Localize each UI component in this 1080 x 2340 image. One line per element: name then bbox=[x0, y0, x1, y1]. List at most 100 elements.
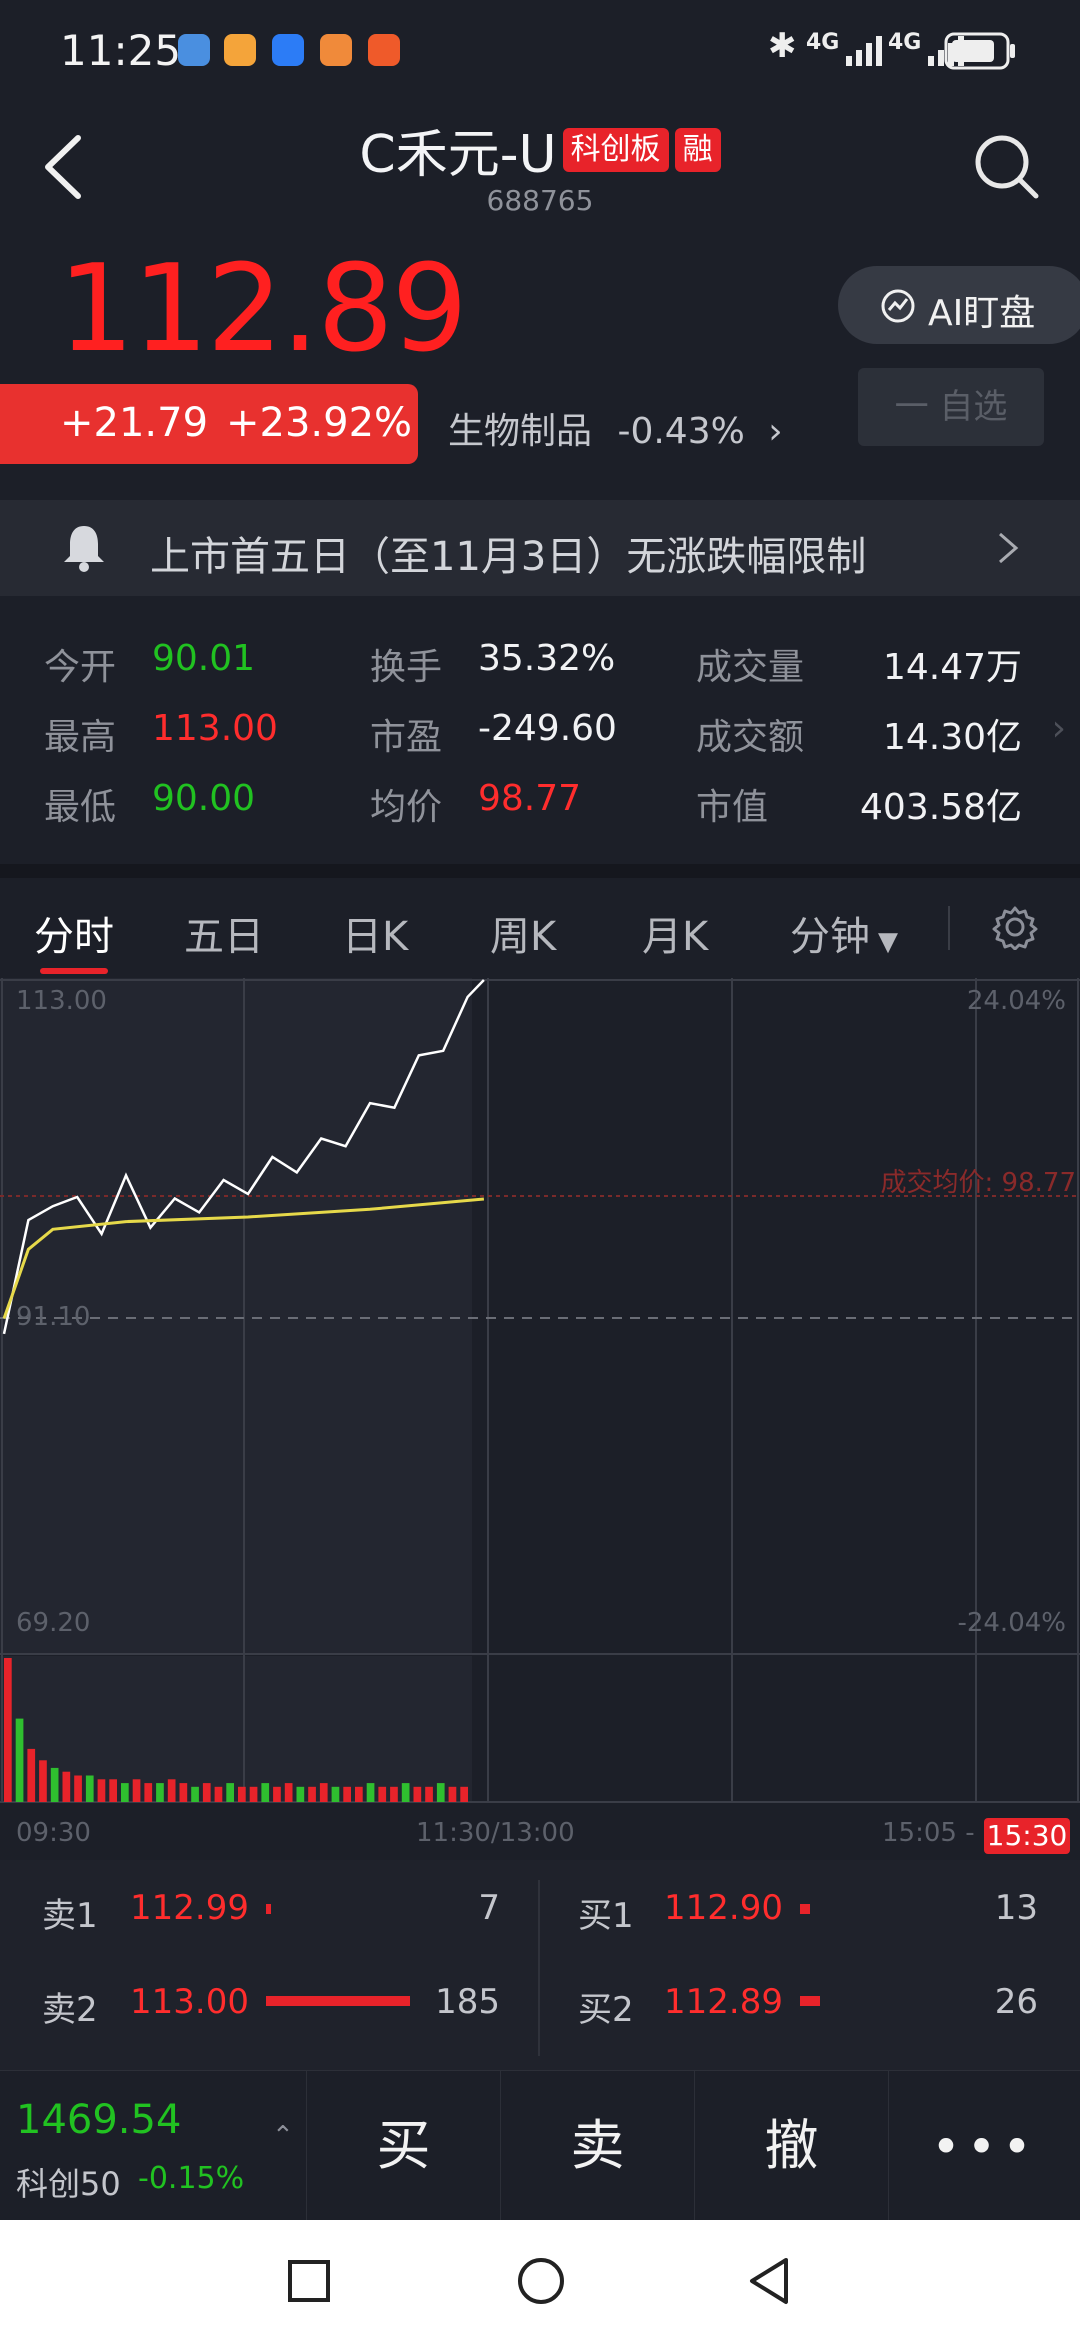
tab-five-day[interactable]: 五日 bbox=[184, 914, 264, 960]
more-icon: ••• bbox=[931, 2118, 1038, 2176]
action-bar: 1469.54 科创50 -0.15% ⌃ 买 卖 撤 ••• bbox=[0, 2070, 1080, 2221]
stat-label: 市值 bbox=[696, 787, 769, 828]
cancel-order-button[interactable]: 撤 bbox=[694, 2071, 888, 2221]
stat-label: 今开 bbox=[44, 647, 117, 688]
sell2-qty: 185 bbox=[435, 1982, 500, 2022]
gear-icon[interactable] bbox=[992, 904, 1038, 950]
avg-price-label: 成交均价: 98.77 bbox=[880, 1168, 1076, 1198]
volume-bar bbox=[226, 1783, 234, 1802]
chart-canvas bbox=[0, 978, 1080, 1858]
system-nav-bar bbox=[0, 2220, 1080, 2340]
volume-bar bbox=[249, 1786, 258, 1802]
index-ticker[interactable]: 1469.54 科创50 -0.15% ⌃ bbox=[0, 2071, 306, 2221]
volume-bar bbox=[460, 1786, 468, 1802]
chevron-up-icon: ⌃ bbox=[272, 2121, 294, 2151]
index-value: 1469.54 bbox=[16, 2097, 182, 2143]
buy2-qty: 26 bbox=[994, 1982, 1038, 2022]
stat-value: 90.00 bbox=[152, 778, 256, 819]
volume-bar bbox=[331, 1786, 340, 1802]
sector-link[interactable]: 生物制品 -0.43% › bbox=[448, 402, 783, 454]
volume-bar bbox=[144, 1783, 153, 1802]
volume-bar bbox=[261, 1783, 270, 1802]
back-arrow-icon[interactable] bbox=[38, 132, 98, 202]
elapsed-volume-region bbox=[0, 1656, 472, 1802]
stat-value: 14.30亿 bbox=[882, 717, 1022, 758]
stat-value: 403.58亿 bbox=[860, 787, 1022, 828]
volume-bar bbox=[401, 1783, 410, 1802]
volume-bar bbox=[355, 1786, 363, 1802]
price-line bbox=[2, 979, 485, 1335]
volume-bar bbox=[121, 1783, 129, 1802]
home-icon[interactable] bbox=[516, 2256, 566, 2306]
volume-bar bbox=[15, 1718, 24, 1802]
change-bar: +21.79 +23.92% bbox=[0, 384, 418, 464]
sell1-price: 112.99 bbox=[130, 1888, 249, 1928]
y-axis-top: 113.00 bbox=[16, 986, 107, 1016]
stat-label: 市盈 bbox=[370, 717, 443, 758]
margin-tag: 融 bbox=[674, 127, 721, 172]
stat-label: 最高 bbox=[44, 717, 117, 758]
tab-monthly-k[interactable]: 月K bbox=[642, 914, 709, 960]
chevron-right-icon: › bbox=[1051, 708, 1066, 749]
stat-label: 均价 bbox=[370, 787, 443, 828]
time-end: 15:05 - bbox=[882, 1818, 975, 1848]
price-lines bbox=[2, 979, 485, 1335]
stats-grid[interactable]: 今开 90.01 换手 35.32% 成交量 14.47万 最高 113.00 … bbox=[0, 620, 1080, 860]
back-nav-icon[interactable] bbox=[746, 2256, 792, 2306]
chevron-right-icon bbox=[999, 532, 1019, 564]
recent-apps-icon[interactable] bbox=[286, 2258, 332, 2304]
intraday-chart[interactable]: 113.00 91.10 69.20 24.04% -24.04% 成交均价: … bbox=[0, 978, 1080, 1858]
search-icon[interactable] bbox=[972, 132, 1040, 200]
signal-bars-icon-1 bbox=[846, 36, 882, 66]
y-axis-mid: 91.10 bbox=[16, 1302, 91, 1332]
tab-daily-k[interactable]: 日K bbox=[342, 914, 409, 960]
stat-label: 换手 bbox=[370, 647, 443, 688]
volume-bar bbox=[238, 1786, 246, 1802]
stock-title: C禾元-U 科创板融 bbox=[0, 112, 1080, 187]
chevron-right-icon: › bbox=[768, 411, 783, 452]
board-tag: 科创板 bbox=[562, 127, 669, 172]
stat-label: 最低 bbox=[44, 787, 117, 828]
order-book[interactable]: 卖1 112.99 7 卖2 113.00 185 买1 112.90 13 买… bbox=[0, 1860, 1080, 2070]
tab-weekly-k[interactable]: 周K bbox=[490, 914, 557, 960]
status-time: 11:25 bbox=[60, 26, 182, 75]
current-time-badge: 15:30 bbox=[984, 1818, 1070, 1854]
sell-button[interactable]: 卖 bbox=[500, 2071, 694, 2221]
sell1-volume-bar bbox=[266, 1904, 271, 1914]
app-icon-book bbox=[224, 34, 256, 66]
app-icon-send bbox=[368, 34, 400, 66]
book-divider bbox=[538, 1880, 540, 2056]
time-start: 09:30 bbox=[16, 1818, 91, 1848]
listing-notice[interactable]: 上市首五日（至11月3日）无涨跌幅限制 bbox=[0, 500, 1080, 596]
volume-bar bbox=[390, 1786, 398, 1802]
sell1-label: 卖1 bbox=[42, 1896, 98, 1936]
stat-label: 成交额 bbox=[696, 717, 805, 758]
signal-icon-1: 4G bbox=[806, 30, 840, 55]
volume-bar bbox=[214, 1786, 223, 1802]
volume-bar bbox=[85, 1775, 94, 1802]
ai-monitor-button[interactable]: AI盯盘 bbox=[838, 266, 1080, 344]
add-watchlist-button[interactable]: 一 自选 bbox=[858, 368, 1044, 446]
time-mid: 11:30/13:00 bbox=[416, 1818, 575, 1848]
volume-bar bbox=[191, 1786, 199, 1802]
index-name: 科创50 bbox=[16, 2165, 121, 2203]
stat-value: 98.77 bbox=[478, 778, 582, 819]
stat-value: 14.47万 bbox=[882, 647, 1022, 688]
battery-icon bbox=[944, 32, 1015, 70]
tab-minute[interactable]: 分钟 ▼ bbox=[790, 904, 898, 962]
volume-bar bbox=[378, 1786, 387, 1802]
volume-bar bbox=[62, 1771, 71, 1802]
current-price: 112.89 bbox=[58, 240, 468, 379]
bluetooth-icon: ✱ bbox=[768, 26, 797, 66]
price-change: +21.79 bbox=[60, 400, 209, 446]
stat-value: 35.32% bbox=[478, 638, 616, 679]
volume-bar bbox=[296, 1786, 305, 1802]
volume-bar bbox=[109, 1779, 117, 1802]
buy-button[interactable]: 买 bbox=[306, 2071, 500, 2221]
sell1-qty: 7 bbox=[478, 1888, 500, 1928]
volume-bar bbox=[50, 1767, 59, 1802]
bell-icon bbox=[64, 526, 104, 572]
more-button[interactable]: ••• bbox=[888, 2071, 1080, 2221]
volume-bar bbox=[308, 1786, 316, 1802]
tab-intraday[interactable]: 分时 bbox=[34, 914, 114, 960]
